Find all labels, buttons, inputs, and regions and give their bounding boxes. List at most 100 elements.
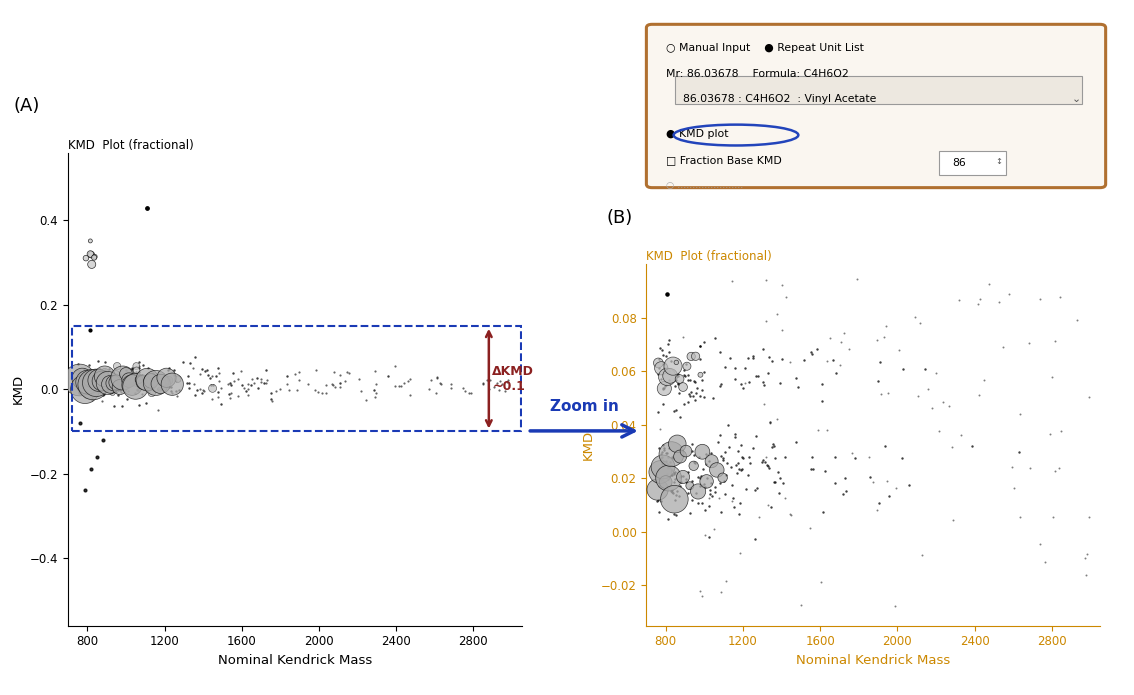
Point	[652, 495, 670, 506]
Point	[659, 471, 677, 482]
Point	[84, 372, 102, 383]
Point	[744, 442, 762, 453]
Point	[79, 370, 98, 381]
Point	[942, 441, 960, 452]
Point	[193, 363, 211, 375]
Point	[71, 374, 90, 385]
Point	[76, 380, 94, 391]
Point	[746, 484, 764, 496]
Point	[652, 373, 670, 384]
Point	[726, 429, 744, 440]
Point	[121, 368, 139, 379]
Point	[117, 380, 135, 391]
Point	[85, 376, 103, 387]
Point	[691, 585, 709, 596]
Point	[117, 370, 135, 382]
Point	[713, 452, 731, 463]
Point	[95, 379, 113, 391]
Point	[765, 452, 784, 464]
Point	[231, 366, 249, 377]
Point	[83, 249, 101, 260]
Point	[219, 378, 237, 389]
Point	[192, 368, 210, 379]
Point	[687, 387, 705, 398]
Point	[103, 387, 121, 398]
Point	[477, 374, 496, 385]
Point	[683, 438, 701, 449]
Point	[102, 384, 120, 395]
Point	[685, 450, 703, 461]
Point	[658, 371, 676, 382]
Point	[670, 491, 688, 502]
Point	[827, 367, 845, 378]
Text: KMD  Plot (fractional): KMD Plot (fractional)	[646, 250, 772, 263]
Point	[870, 497, 888, 508]
Point	[663, 361, 682, 372]
Point	[79, 360, 98, 371]
Point	[104, 382, 122, 393]
Point	[194, 385, 212, 396]
Point	[679, 466, 697, 477]
Point	[69, 365, 87, 376]
Point	[134, 377, 152, 388]
Point	[653, 447, 671, 458]
Point	[657, 379, 675, 391]
Point	[911, 318, 929, 329]
Point	[658, 350, 676, 361]
Text: KMD  Plot (fractional): KMD Plot (fractional)	[68, 139, 194, 152]
Point	[306, 364, 324, 375]
Point	[119, 379, 137, 391]
Point	[268, 386, 286, 397]
Point	[82, 379, 100, 390]
Point	[85, 252, 103, 263]
Point	[712, 586, 730, 597]
Point	[488, 377, 506, 389]
Point	[69, 375, 87, 386]
Point	[725, 502, 743, 513]
Point	[661, 370, 679, 382]
Point	[651, 466, 669, 477]
Point	[671, 411, 689, 422]
Point	[689, 451, 708, 462]
Point	[652, 452, 670, 463]
Point	[117, 364, 135, 375]
Point	[200, 369, 218, 380]
Point	[387, 360, 405, 371]
Point	[748, 483, 767, 494]
Point	[674, 382, 692, 393]
Point	[1010, 512, 1029, 523]
Point	[127, 376, 145, 387]
Point	[209, 386, 227, 397]
Point	[431, 378, 449, 389]
Point	[685, 456, 703, 467]
Point	[840, 343, 858, 354]
Point	[787, 436, 805, 448]
Point	[156, 375, 175, 386]
Point	[263, 395, 281, 407]
Point	[70, 378, 88, 389]
Point	[1046, 466, 1064, 477]
Point	[124, 363, 142, 374]
Point	[163, 387, 181, 398]
Point	[100, 375, 118, 386]
Point	[70, 373, 88, 384]
Point	[716, 476, 734, 487]
Point	[726, 432, 744, 443]
Point	[696, 505, 714, 516]
Point	[689, 472, 708, 483]
Point	[86, 251, 104, 262]
Point	[245, 378, 263, 389]
Point	[91, 366, 109, 377]
Point	[689, 498, 708, 509]
Point	[252, 376, 270, 387]
Point	[652, 449, 670, 460]
Point	[104, 377, 122, 389]
Point	[895, 363, 913, 375]
Point	[76, 485, 94, 496]
Point	[90, 375, 108, 386]
Point	[662, 464, 680, 475]
Point	[202, 379, 220, 391]
Point	[395, 377, 413, 388]
Point	[670, 373, 688, 384]
Point	[1000, 288, 1018, 300]
